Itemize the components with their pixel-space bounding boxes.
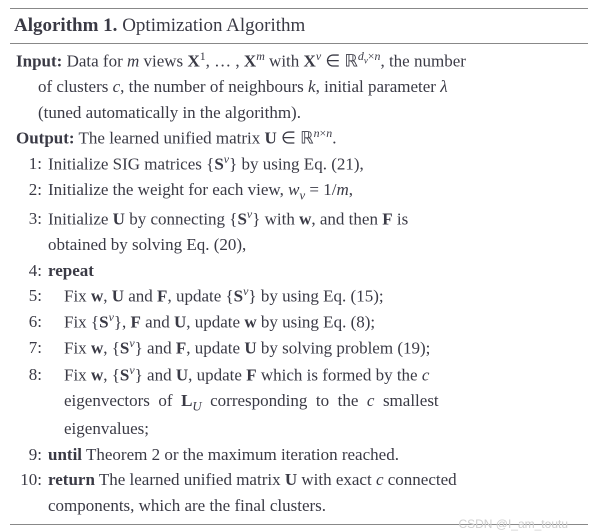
step-8b-text: eigenvectors of LU corresponding to the … <box>48 388 584 417</box>
watermark: CSDN @I_am_toutu <box>0 517 598 531</box>
step-5-text: Fix w, U and F, update {Sv} by using Eq.… <box>48 283 584 309</box>
input-section: Input: Data for m views X1, … , Xm with … <box>14 48 584 125</box>
step-2-text: Initialize the weight for each view, wv … <box>48 177 584 206</box>
lineno-6: 6: <box>14 309 48 335</box>
input-line3: (tuned automatically in the algorithm). <box>16 100 584 126</box>
title-prefix: Algorithm 1. <box>14 15 117 36</box>
lineno-2: 2: <box>14 177 48 203</box>
step-7: 7: Fix w, {Sv} and F, update U by solvin… <box>14 335 584 361</box>
lineno-7: 7: <box>14 335 48 361</box>
step-10: 10: return The learned unified matrix U … <box>14 467 584 493</box>
step-1-text: Initialize SIG matrices {Sv} by using Eq… <box>48 151 584 177</box>
lineno-10: 10: <box>14 467 48 493</box>
title-text: Optimization Algorithm <box>117 15 305 36</box>
step-6: 6: Fix {Sv}, F and U, update w by using … <box>14 309 584 335</box>
step-3b: obtained by solving Eq. (20), <box>14 232 584 258</box>
step-8c: eigenvalues; <box>14 416 584 442</box>
step-4-text: repeat <box>48 258 584 284</box>
step-3-text: Initialize U by connecting {Sv} with w, … <box>48 206 584 232</box>
output-label: Output: <box>16 129 75 148</box>
lineno-9: 9: <box>14 442 48 468</box>
step-9: 9: until Theorem 2 or the maximum iterat… <box>14 442 584 468</box>
step-10b-text: components, which are the final clusters… <box>48 493 584 519</box>
step-7-text: Fix w, {Sv} and F, update U by solving p… <box>48 335 584 361</box>
lineno-5: 5: <box>14 283 48 309</box>
step-10b: components, which are the final clusters… <box>14 493 584 519</box>
step-8c-text: eigenvalues; <box>48 416 584 442</box>
algorithm-title: Algorithm 1. Optimization Algorithm <box>10 9 588 44</box>
step-8-text: Fix w, {Sv} and U, update F which is for… <box>48 362 584 388</box>
input-line2: of clusters c, the number of neighbours … <box>16 74 584 100</box>
step-2: 2: Initialize the weight for each view, … <box>14 177 584 206</box>
step-1: 1: Initialize SIG matrices {Sv} by using… <box>14 151 584 177</box>
step-8: 8: Fix w, {Sv} and U, update F which is … <box>14 362 584 388</box>
lineno-3: 3: <box>14 206 48 232</box>
lineno-1: 1: <box>14 151 48 177</box>
step-5: 5: Fix w, U and F, update {Sv} by using … <box>14 283 584 309</box>
step-6-text: Fix {Sv}, F and U, update w by using Eq.… <box>48 309 584 335</box>
output-section: Output: The learned unified matrix U ∈ ℝ… <box>14 125 584 151</box>
lineno-4: 4: <box>14 258 48 284</box>
lineno-8: 8: <box>14 362 48 388</box>
step-3: 3: Initialize U by connecting {Sv} with … <box>14 206 584 232</box>
input-label: Input: <box>16 52 62 71</box>
step-10-text: return The learned unified matrix U with… <box>48 467 584 493</box>
algorithm-block: Algorithm 1. Optimization Algorithm Inpu… <box>10 8 588 525</box>
step-8b: eigenvectors of LU corresponding to the … <box>14 388 584 417</box>
step-3b-text: obtained by solving Eq. (20), <box>48 232 584 258</box>
step-9-text: until Theorem 2 or the maximum iteration… <box>48 442 584 468</box>
step-4: 4: repeat <box>14 258 584 284</box>
algorithm-body: Input: Data for m views X1, … , Xm with … <box>10 44 588 524</box>
